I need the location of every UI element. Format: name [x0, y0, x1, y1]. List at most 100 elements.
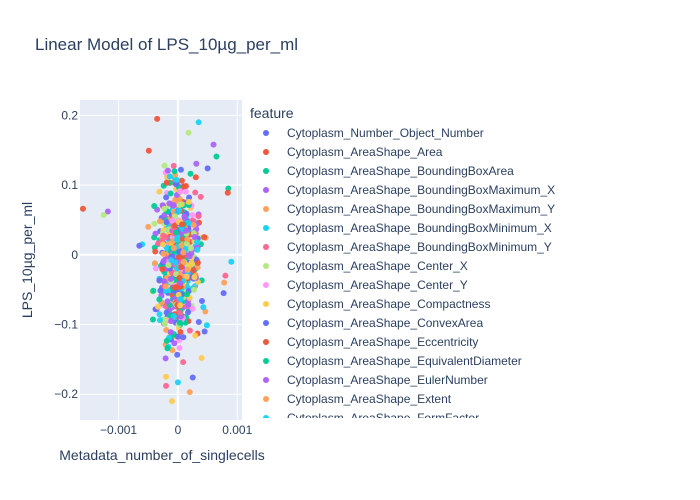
- scatter-point: [183, 240, 190, 247]
- legend-item[interactable]: Cytoplasm_AreaShape_Center_X: [263, 259, 468, 273]
- scatter-point: [176, 207, 183, 214]
- scatter-point: [191, 274, 198, 281]
- scatter-point: [210, 141, 217, 148]
- scatter-point: [181, 213, 188, 220]
- scatter-point: [100, 212, 107, 219]
- legend-label: Cytoplasm_AreaShape_Area: [287, 145, 443, 159]
- legend-marker: [263, 358, 269, 364]
- legend-items: Cytoplasm_Number_Object_Number Cytoplasm_…: [263, 126, 555, 425]
- legend-label: Cytoplasm_AreaShape_ConvexArea: [287, 316, 483, 330]
- legend-label: Cytoplasm_AreaShape_Center_Y: [287, 278, 468, 292]
- scatter-point: [176, 319, 183, 326]
- scatter-point: [163, 327, 170, 334]
- legend-label: Cytoplasm_AreaShape_Center_X: [287, 259, 468, 273]
- scatter-point: [198, 297, 205, 304]
- scatter-point: [186, 327, 193, 334]
- x-axis-title: Metadata_number_of_singlecells: [59, 447, 264, 463]
- scatter-point: [180, 259, 187, 266]
- legend-item[interactable]: Cytoplasm_AreaShape_Extent: [263, 392, 452, 406]
- scatter-point: [162, 283, 169, 290]
- scatter-point: [180, 249, 187, 256]
- x-tick-label: 0.001: [222, 423, 252, 437]
- scatter-point: [197, 193, 204, 200]
- legend-item[interactable]: Cytoplasm_AreaShape_ConvexArea: [263, 316, 483, 330]
- scatter-point: [169, 347, 176, 354]
- legend-item[interactable]: Cytoplasm_AreaShape_Eccentricity: [263, 335, 478, 349]
- scatter-point: [163, 382, 170, 389]
- legend-label: Cytoplasm_AreaShape_BoundingBoxMaximum_X: [287, 183, 555, 197]
- scatter-point: [163, 194, 170, 201]
- scatter-point: [200, 304, 207, 311]
- legend-item[interactable]: Cytoplasm_AreaShape_Area: [263, 145, 443, 159]
- scatter-point: [152, 265, 159, 272]
- scatter-point: [203, 322, 210, 329]
- scatter-point: [166, 200, 173, 207]
- x-tick-label: 0: [175, 423, 182, 437]
- legend-item[interactable]: Cytoplasm_AreaShape_EulerNumber: [263, 373, 488, 387]
- scatter-point: [172, 229, 179, 236]
- scatter-point: [184, 266, 191, 273]
- scatter-point: [195, 319, 202, 326]
- scatter-point: [164, 298, 171, 305]
- scatter-point: [174, 379, 181, 386]
- scatter-point: [189, 305, 196, 312]
- legend-item[interactable]: Cytoplasm_AreaShape_BoundingBoxMaximum_X: [263, 183, 555, 197]
- scatter-point: [187, 170, 194, 177]
- legend-item[interactable]: Cytoplasm_AreaShape_Compactness: [263, 297, 490, 311]
- scatter-point: [162, 287, 169, 294]
- scatter-point: [155, 240, 162, 247]
- legend-item[interactable]: Cytoplasm_AreaShape_FormFactor: [263, 411, 479, 425]
- scatter-point: [184, 273, 191, 280]
- legend-item[interactable]: Cytoplasm_AreaShape_Center_Y: [263, 278, 468, 292]
- scatter-point: [152, 230, 159, 237]
- scatter-point: [163, 337, 170, 344]
- legend-marker: [263, 187, 269, 193]
- scatter-point: [145, 223, 152, 230]
- legend-item[interactable]: Cytoplasm_Number_Object_Number: [263, 126, 484, 140]
- scatter-point: [151, 260, 158, 267]
- scatter-point: [185, 198, 192, 205]
- scatter-point: [171, 222, 178, 229]
- x-axis-ticks: −0.001 0 0.001: [100, 423, 253, 437]
- y-axis-ticks: −0.2 −0.1 0 0.1 0.2: [54, 108, 78, 401]
- scatter-point: [171, 340, 178, 347]
- scatter-point: [168, 257, 175, 264]
- scatter-point: [162, 316, 169, 323]
- scatter-point: [201, 328, 208, 335]
- legend-label: Cytoplasm_AreaShape_BoundingBoxMaximum_Y: [287, 202, 555, 216]
- scatter-point: [159, 241, 166, 248]
- scatter-point: [194, 246, 201, 253]
- legend-item[interactable]: Cytoplasm_AreaShape_EquivalentDiameter: [263, 354, 522, 368]
- scatter-point: [186, 389, 193, 396]
- scatter-point: [164, 345, 171, 352]
- scatter-point: [169, 217, 176, 224]
- scatter-point: [176, 274, 183, 281]
- data-points: [79, 115, 235, 405]
- scatter-point: [166, 173, 173, 180]
- scatter-point: [177, 166, 184, 173]
- legend-item[interactable]: Cytoplasm_AreaShape_BoundingBoxMinimum_Y: [263, 240, 552, 254]
- legend-item[interactable]: Cytoplasm_AreaShape_BoundingBoxMaximum_Y: [263, 202, 555, 216]
- scatter-point: [178, 264, 185, 271]
- scatter-point: [79, 205, 86, 212]
- scatter-point: [221, 279, 228, 286]
- scatter-point: [167, 190, 174, 197]
- scatter-point: [168, 318, 175, 325]
- scatter-point: [213, 153, 220, 160]
- scatter-point: [167, 329, 174, 336]
- legend-marker: [263, 377, 269, 383]
- legend-marker: [263, 206, 269, 212]
- legend-item[interactable]: Cytoplasm_AreaShape_BoundingBoxMinimum_X: [263, 221, 552, 235]
- scatter-point: [193, 239, 200, 246]
- scatter-point: [170, 245, 177, 252]
- scatter-point: [177, 188, 184, 195]
- scatter-point: [191, 234, 198, 241]
- legend-item[interactable]: Cytoplasm_AreaShape_BoundingBoxArea: [263, 164, 514, 178]
- legend-marker: [263, 263, 269, 269]
- y-tick-label: −0.2: [54, 387, 78, 401]
- scatter-point: [159, 266, 166, 273]
- scatter-point: [160, 257, 167, 264]
- scatter-point: [176, 345, 183, 352]
- legend-label: Cytoplasm_AreaShape_FormFactor: [287, 411, 479, 425]
